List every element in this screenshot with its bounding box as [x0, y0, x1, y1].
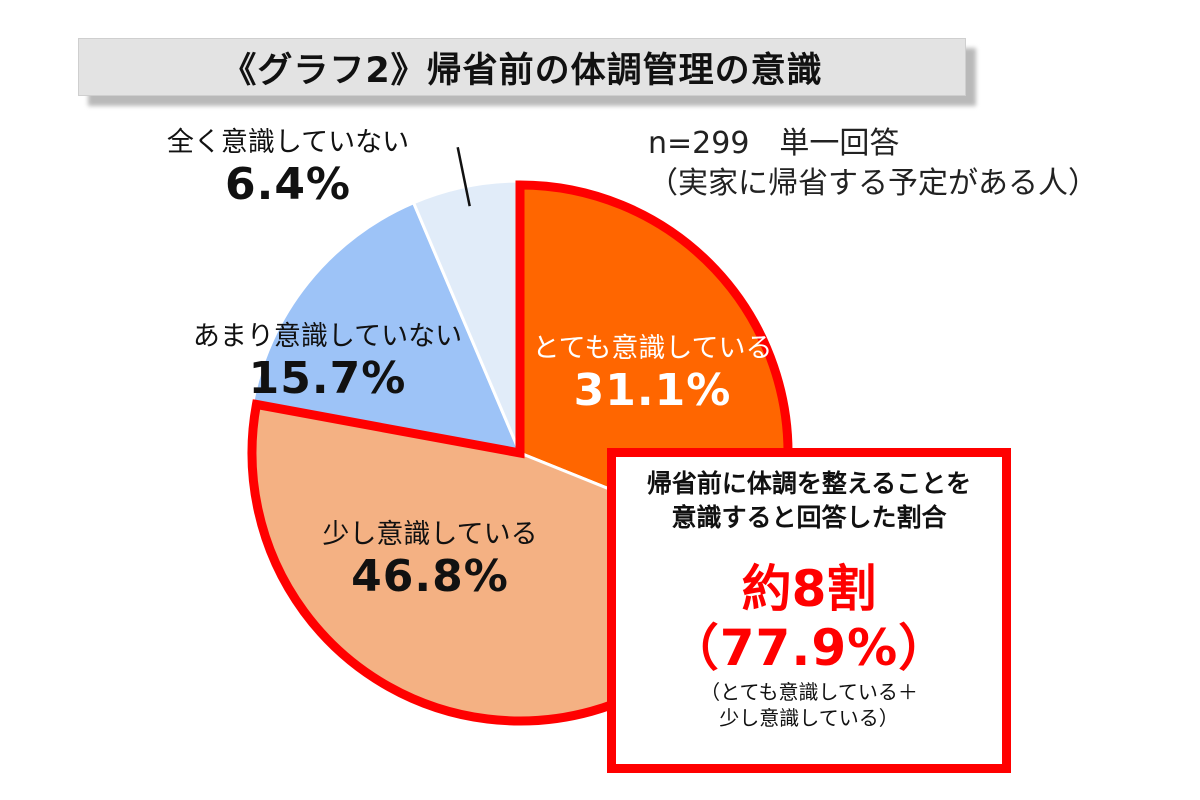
title-banner: 《グラフ2》帰省前の体調管理の意識 [78, 38, 966, 96]
callout-headline: 約8割 [741, 560, 877, 618]
sample-size-text: n=299 単一回答 [648, 126, 900, 161]
slice-category-little: あまり意識していない [192, 321, 463, 352]
slice-label-none: 全く意識していない 6.4% [163, 126, 413, 210]
callout-note-2: 少し意識している） [719, 706, 899, 730]
slice-value-very: 31.1% [573, 365, 732, 416]
slice-category-very: とても意識している [532, 333, 773, 364]
slice-label-very: とても意識している 31.1% [525, 332, 780, 416]
slice-label-little: あまり意識していない 15.7% [185, 320, 470, 404]
slice-label-some: 少し意識している 46.8% [295, 518, 565, 602]
sample-note: n=299 単一回答 （実家に帰省する予定がある人） [648, 124, 1098, 204]
callout-line-2: 意識すると回答した割合 [671, 503, 947, 532]
slice-value-none: 6.4% [224, 159, 352, 210]
pie-slice-little [251, 201, 522, 455]
callout-line-1: 帰省前に体調を整えることを [646, 469, 972, 498]
sample-target-text: （実家に帰省する予定がある人） [648, 166, 1098, 201]
chart-title: 《グラフ2》帰省前の体調管理の意識 [221, 50, 823, 91]
callout-percentage: （77.9%） [668, 619, 950, 677]
summary-callout: 帰省前に体調を整えることを 意識すると回答した割合 約8割 （77.9%） （と… [607, 448, 1011, 773]
callout-note-1: （とても意識している＋ [700, 680, 918, 704]
slice-category-some: 少し意識している [322, 519, 538, 550]
leader-line-none [456, 147, 471, 207]
slice-value-some: 46.8% [351, 551, 509, 602]
slice-category-none: 全く意識していない [166, 127, 410, 158]
slice-value-little: 15.7% [248, 353, 407, 404]
